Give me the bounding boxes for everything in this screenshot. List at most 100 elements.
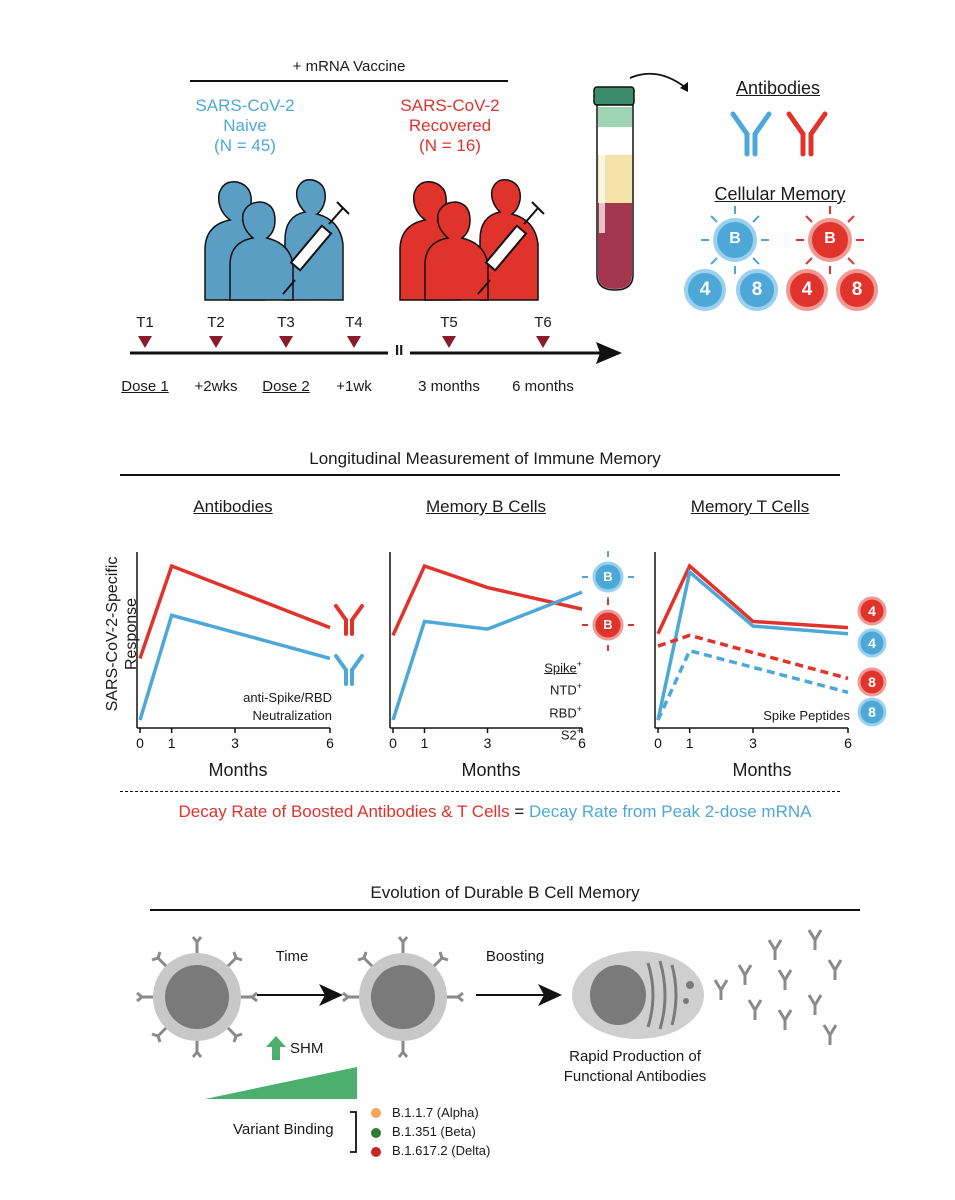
- panel-title-antibodies: Antibodies: [193, 497, 273, 516]
- panel-title-tcells: Memory T Cells: [690, 497, 810, 516]
- timeline-id: T2: [207, 314, 225, 331]
- antibody-pair-icon: [730, 111, 828, 157]
- bcell-annotation-s2-sup: +: [576, 725, 582, 736]
- x-tick-label-tcells: 0: [654, 735, 662, 751]
- bcell-annotation-spike-sup: +: [576, 659, 582, 669]
- dotted-divider: [120, 791, 840, 792]
- cell-memory-icons: [684, 206, 878, 311]
- x-tick-label-antibodies: 0: [136, 735, 144, 751]
- plasma-cell-icon: [572, 951, 704, 1039]
- b-cell-before-icon: [136, 936, 258, 1058]
- variant-beta: B.1.351 (Beta): [392, 1124, 476, 1139]
- cd8-red-letter: 8: [851, 279, 863, 300]
- middle-title: Longitudinal Measurement of Immune Memor…: [309, 449, 661, 468]
- middle-rule: [120, 474, 840, 476]
- recovered-group-label: SARS-CoV-2 Recovered (N = 16): [380, 96, 520, 156]
- charts-svg: 0 1 3 6 0 1 3 6 0 1 3 6: [136, 552, 852, 751]
- cd4-red-letter: 4: [801, 279, 813, 300]
- antibody-annotation-2: Neutralization: [252, 708, 333, 723]
- x-tick-label-tcells: 6: [844, 735, 852, 751]
- variant-delta: B.1.617.2 (Delta): [392, 1143, 491, 1158]
- b-cell-after-icon: [342, 936, 464, 1058]
- arrow-icon: [629, 72, 688, 92]
- recovered-line2: Recovered: [408, 116, 492, 135]
- b-cell-blue-letter: B: [729, 230, 741, 247]
- x-tick-label-bcells: 3: [484, 735, 492, 751]
- variant-bracket: [350, 1111, 357, 1153]
- series-line-tcells-2: [657, 633, 849, 681]
- bcell-annotation-rbd: RBD: [549, 704, 577, 720]
- time-arrow-icon: [257, 984, 343, 1006]
- naive-group-label: SARS-CoV-2 Naive (N = 45): [175, 96, 315, 156]
- timeline-label-3months: 3 months: [418, 378, 480, 395]
- b-cell-red-letter: B: [824, 230, 836, 247]
- shm-arrow-icon: [266, 1036, 286, 1060]
- tcell-end-icons: [857, 596, 887, 727]
- bcell-annotation-ntd: NTD: [550, 682, 577, 698]
- timeline-label-dose1: Dose 1: [121, 378, 169, 395]
- bcell-end-icons: [582, 551, 634, 651]
- naive-line2: Naive: [223, 116, 267, 135]
- naive-line3: (N = 45): [214, 136, 276, 155]
- antibodies-label: Antibodies: [735, 78, 821, 98]
- antibody-cloud-icon: [713, 929, 843, 1045]
- x-tick-label-bcells: 0: [389, 735, 397, 751]
- x-tick-label-tcells: 1: [686, 735, 694, 751]
- rapid-production-label: Rapid Production of Functional Antibodie…: [540, 1047, 730, 1087]
- recovered-line1: SARS-CoV-2: [400, 96, 500, 115]
- vaccine-rule: [190, 80, 508, 82]
- timeline-label-6months: 6 months: [512, 378, 574, 395]
- x-tick-label-antibodies: 1: [168, 735, 176, 751]
- bottom-rule: [150, 909, 860, 911]
- timeline-id: T3: [277, 314, 295, 331]
- x-axis-label-tcells: Months: [732, 760, 792, 780]
- tcell-annotation: Spike Peptides: [763, 708, 850, 723]
- bottom-title: Evolution of Durable B Cell Memory: [370, 883, 640, 902]
- cd8-blue-letter: 8: [751, 279, 763, 300]
- series-line-tcells-3: [656, 648, 849, 721]
- bcell-end-letter-blue: B: [603, 569, 613, 584]
- syringe-icon: [282, 201, 350, 295]
- syringe-icon: [477, 201, 545, 295]
- x-tick-label-antibodies: 3: [231, 735, 239, 751]
- bcell-annotation: Spike+ NTD+ RBD+ S2+: [510, 655, 582, 744]
- timeline-break: II: [395, 342, 404, 359]
- bcell-end-letter-red: B: [603, 617, 613, 632]
- naive-line1: SARS-CoV-2: [195, 96, 295, 115]
- x-tick-label-antibodies: 6: [326, 735, 334, 751]
- x-tick-label-bcells: 6: [578, 735, 586, 751]
- timeline-label-1wk: +1wk: [336, 378, 372, 395]
- bcell-annotation-spike: Spike: [544, 660, 577, 676]
- decay-right: Decay Rate from Peak 2-dose mRNA: [528, 802, 812, 821]
- naive-people-icon: [204, 178, 350, 301]
- decay-statement: Decay Rate of Boosted Antibodies & T Cel…: [100, 802, 890, 822]
- bcell-annotation-s2: S2: [560, 727, 577, 743]
- timeline-id: T1: [136, 314, 154, 331]
- series-line-tcells-1: [656, 568, 849, 721]
- timeline-label-2wks: +2wks: [194, 378, 238, 395]
- timeline-id: T4: [345, 314, 363, 331]
- timeline-label-dose2: Dose 2: [262, 378, 310, 395]
- recovered-people-icon: [399, 178, 545, 301]
- tcell-cd8-blue-letter: 8: [868, 704, 876, 720]
- variant-wedge: [205, 1067, 357, 1099]
- variant-dots: [371, 1108, 381, 1157]
- rapid-line2: Functional Antibodies: [563, 1068, 707, 1085]
- x-tick-label-tcells: 3: [749, 735, 757, 751]
- series-line-bcells-1: [391, 590, 583, 721]
- series-line-bcells-0: [391, 563, 583, 637]
- timeline-id: T5: [440, 314, 458, 331]
- tcell-cd4-red-letter: 4: [868, 603, 876, 619]
- series-line-tcells-0: [656, 563, 849, 635]
- shm-label: SHM: [290, 1040, 324, 1057]
- timeline-id: T6: [534, 314, 552, 331]
- rapid-line1: Rapid Production of: [569, 1048, 701, 1065]
- x-axis-label-antibodies: Months: [208, 760, 268, 780]
- cellular-memory-label: Cellular Memory: [714, 184, 846, 204]
- antibody-end-icons: [334, 604, 364, 686]
- vaccine-label: + mRNA Vaccine: [292, 58, 406, 75]
- recovered-line3: (N = 16): [419, 136, 481, 155]
- time-label: Time: [275, 948, 309, 965]
- blood-tube-icon: [593, 86, 635, 291]
- bcell-annotation-rbd-sup: +: [576, 703, 582, 714]
